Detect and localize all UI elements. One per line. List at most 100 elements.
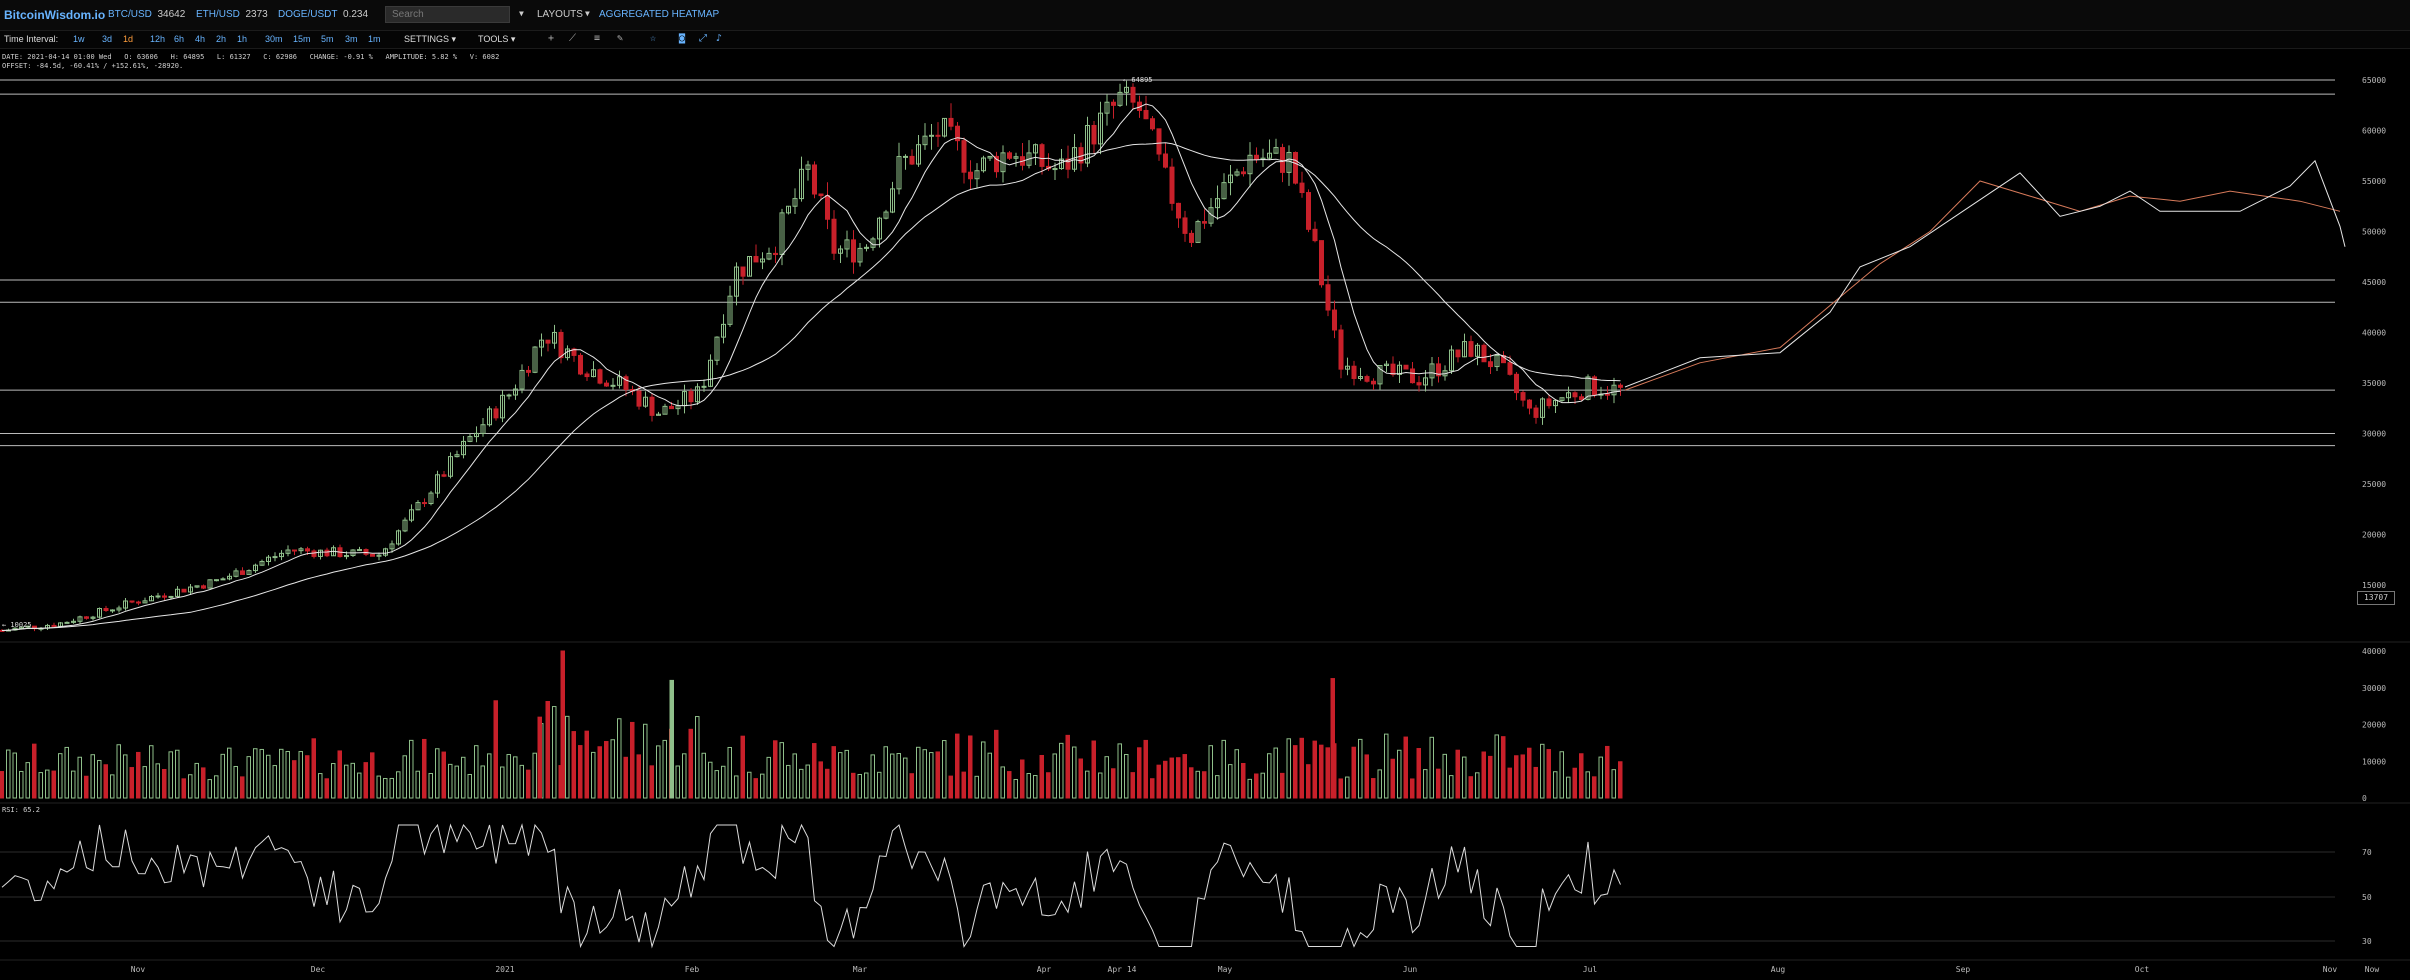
layouts-menu[interactable]: LAYOUTS [537,9,583,20]
candle-body [220,578,226,581]
volume-bar [695,716,700,799]
crosshair-icon[interactable]: + [548,33,555,44]
volume-bar [409,739,414,799]
volume-bar [1494,734,1499,799]
candlesticks [0,80,1623,632]
ticker-doge-symbol: DOGE/USDT [278,9,338,20]
candle-body [1546,398,1552,407]
volume-bar [162,768,167,799]
candle-body [649,396,655,416]
volume-bar [688,728,693,799]
volume-bar [1241,762,1246,799]
volume-bar [1611,769,1616,799]
ticker-eth[interactable]: ETH/USD 2373 [196,9,268,20]
search-dropdown-icon[interactable]: ▼ [519,9,524,18]
interval-1m[interactable]: 1m [368,34,381,44]
volume-bar [1137,747,1142,799]
time-tick-label: 2021 [495,965,514,974]
interval-4h[interactable]: 4h [195,34,206,44]
candle-body [792,198,798,207]
site-logo[interactable]: BitcoinWisdom.io [4,8,106,22]
candle-body [968,171,973,180]
interval-15m[interactable]: 15m [293,34,311,44]
volume-bar [0,771,4,799]
star-icon[interactable]: ☆ [650,33,657,44]
candle-body [831,218,837,254]
volume-bar [942,740,947,799]
settings-menu[interactable]: SETTINGS ▾ [404,34,457,44]
tools-menu[interactable]: TOOLS ▾ [478,34,516,44]
volume-bar [175,749,180,799]
trendline-icon[interactable]: ⟋ [569,33,576,44]
volume-bar [1345,776,1350,799]
volume-bar [71,770,76,799]
candle-body [357,549,362,552]
ticker-btc[interactable]: BTC/USD 34642 [108,9,185,20]
candle-body [727,295,733,325]
candle-body [922,135,928,146]
search-input[interactable] [385,6,510,23]
fullscreen-icon[interactable]: ⤢ [699,33,707,44]
rsi-tick-label: 30 [2362,937,2372,946]
volume-tick-label: 20000 [2362,721,2386,730]
volume-bar [779,742,784,799]
interval-6h[interactable]: 6h [174,34,185,44]
camera-icon[interactable]: ◙ [679,33,686,44]
candle-body [1130,86,1136,103]
volume-bar [1150,778,1155,799]
volume-bar [740,735,745,799]
candle-body [552,331,557,344]
candle-body [214,579,219,582]
candle-body [142,600,148,604]
candle-body [1182,217,1188,234]
interval-5m[interactable]: 5m [321,34,334,44]
candle-body [383,548,388,556]
interval-1h[interactable]: 1h [237,34,248,44]
candle-body [1039,144,1045,167]
volume-bar [1085,770,1090,799]
volume-bar [331,763,336,799]
alert-bell-icon[interactable]: ♪ [716,33,723,44]
candle-body [253,564,258,572]
volume-bar [1293,745,1298,799]
interval-12h[interactable]: 12h [150,34,166,44]
pen-icon[interactable]: ✎ [617,33,624,44]
candle-body [701,385,707,388]
volume-bar [747,771,752,799]
interval-3d[interactable]: 3d [102,34,113,44]
candle-body [344,554,349,558]
interval-1d[interactable]: 1d [123,34,134,44]
price-tick-label: 25000 [2362,480,2386,489]
candle-body [786,205,791,214]
candle-body [474,432,479,438]
candle-body [233,570,239,577]
candle-body [1533,407,1539,418]
candle-body [1605,393,1610,396]
price-tick-label: 65000 [2362,76,2386,85]
price-tick-label: 20000 [2362,531,2386,540]
candle-body [90,616,96,619]
candle-body [461,440,466,456]
volume-bar [552,706,557,799]
candle-body [688,391,694,403]
candle-body [500,394,505,419]
ticker-doge[interactable]: DOGE/USDT 0.234 [278,9,368,20]
interval-30m[interactable]: 30m [265,34,283,44]
fib-lines-icon[interactable]: ≡ [594,33,601,44]
volume-bar [1358,738,1363,799]
volume-bar [1104,756,1109,799]
candle-body [643,396,648,407]
interval-1w[interactable]: 1w [73,34,85,44]
interval-2h[interactable]: 2h [216,34,227,44]
long-moving-average [1,142,1621,631]
candle-body [1618,384,1623,388]
volume-bar [1254,773,1259,799]
interval-3m[interactable]: 3m [345,34,358,44]
volume-bar [97,759,102,799]
aggregated-heatmap-link[interactable]: AGGREGATED HEATMAP [599,9,720,20]
candle-body [1566,392,1571,399]
volume-bar [1514,755,1519,799]
volume-bar [84,775,89,799]
volume-bar [1247,778,1252,799]
